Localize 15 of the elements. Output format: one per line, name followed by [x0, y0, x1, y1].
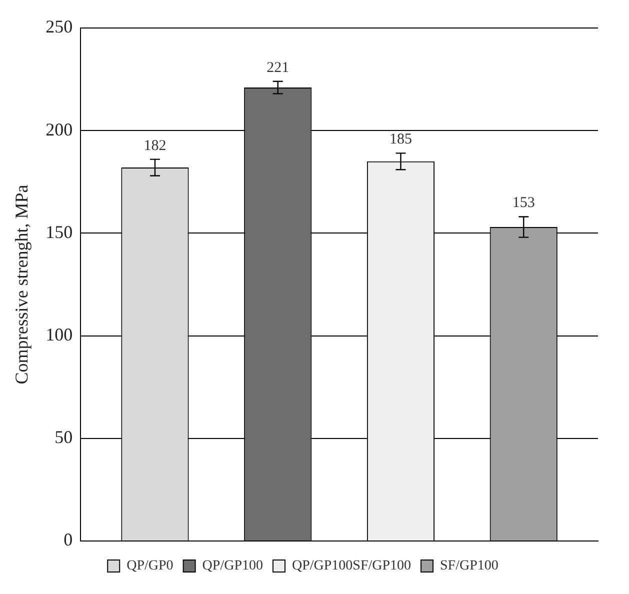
y-tick-label: 0	[64, 530, 73, 550]
legend-label: SF/GP100	[440, 558, 498, 574]
legend-label: QP/GP0	[126, 558, 174, 574]
data-label: 221	[266, 60, 290, 76]
legend-label: QP/GP100SF/GP100	[292, 558, 412, 574]
y-tick-label: 150	[46, 222, 73, 242]
y-axis-title: Compressive strenght, MPa	[12, 184, 32, 384]
data-label: 182	[144, 138, 166, 154]
data-label: 153	[512, 195, 535, 212]
data-label: 185	[389, 132, 412, 148]
legend-label: QP/GP100	[202, 558, 263, 574]
y-tick-label: 250	[46, 16, 73, 37]
y-tick-label: 200	[46, 119, 73, 140]
y-tick-label: 50	[54, 427, 73, 448]
y-tick-label: 100	[46, 324, 73, 345]
